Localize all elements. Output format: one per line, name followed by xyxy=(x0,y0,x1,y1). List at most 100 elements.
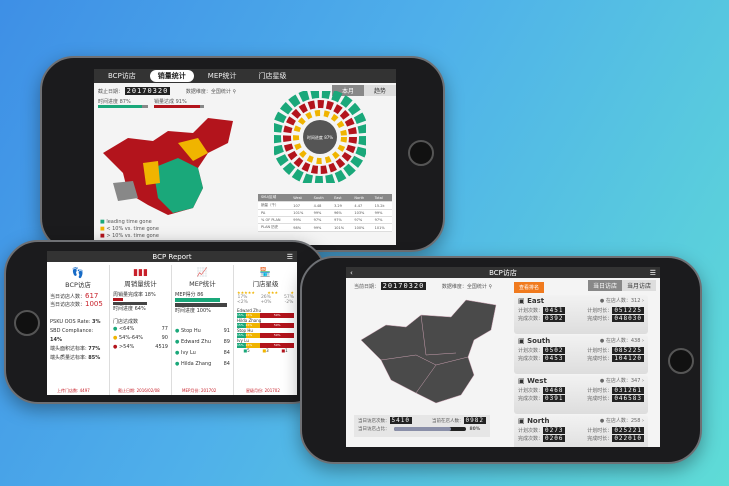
table-cell: 96% xyxy=(331,209,352,217)
sales-table: SKU/区域 West South East North Total 销量（千） 107 4.… xyxy=(258,194,392,232)
plan-visits: 0468 xyxy=(543,387,566,394)
back-icon[interactable]: ‹ xyxy=(350,268,353,277)
label: 计划次数： xyxy=(518,428,544,434)
plan-visits: 0451 xyxy=(543,307,566,314)
date-value[interactable]: 20170320 xyxy=(380,282,427,290)
person-icon: ● xyxy=(599,378,605,384)
phone-top: BCP访店 销量统计 MEP统计 门店星级 截止日期： 20170320 数据维… xyxy=(40,56,445,252)
china-visit-map[interactable] xyxy=(356,295,506,410)
tab-bcp[interactable]: BCP访店 xyxy=(108,72,136,80)
table-cell: 101% xyxy=(290,209,311,217)
kpi-value: 14% xyxy=(50,337,62,343)
region-card[interactable]: ▣ West ● 在店人数：347 › 计划次数： 0468 计划时长： 031261 … xyxy=(514,375,648,414)
footprint-icon: 👣 xyxy=(71,268,85,279)
date-row: 当前日期： 20170320 数据维度：全国统计 ⚲ xyxy=(354,282,492,290)
seg: 15% xyxy=(237,333,246,338)
radial-center-label: 时间进度 87% xyxy=(307,134,333,140)
search-icon[interactable]: ⚲ xyxy=(232,89,237,95)
store-icon: ▣ xyxy=(518,417,525,425)
menu-icon[interactable]: ☰ xyxy=(649,268,656,277)
sales-achieved-bar xyxy=(154,105,204,108)
bar-label: 时间进度 64% xyxy=(113,306,146,312)
mep-person-row[interactable]: ● Edward Zhu 89 xyxy=(175,337,230,348)
table-cell: 4.48 xyxy=(310,201,332,210)
home-button[interactable] xyxy=(408,140,434,166)
avatar-icon: ● xyxy=(175,361,180,367)
tab-sales[interactable]: 销量统计 xyxy=(149,70,194,82)
plan-visits: 0502 xyxy=(543,347,566,354)
star-person-row[interactable]: Edward Zhu 15% 26% 59% xyxy=(237,308,294,318)
toggle-month[interactable]: 本月 xyxy=(331,85,364,96)
chevron-right-icon[interactable]: › xyxy=(642,418,644,424)
region-card[interactable]: ▣ North ● 在店人数：258 › 计划次数： 0273 计划时长： 025221… xyxy=(514,415,648,447)
person-icon: ● xyxy=(599,418,605,424)
china-sales-map[interactable] xyxy=(98,113,248,223)
table-row: PLAN 历史 98% 99% 101% 100% 101% xyxy=(258,223,392,232)
dot-icon: ● xyxy=(113,326,118,332)
ranking-button[interactable]: 查看排名 xyxy=(514,282,545,293)
range: >54% xyxy=(118,344,135,350)
region-name: East xyxy=(527,297,545,305)
weekly-sales-column: ▮▮▮ 周销量统计 周销量完成率 18% 时间进度 64% 门店达成数 ● <6… xyxy=(110,265,172,395)
region-card[interactable]: ▣ East ● 在店人数：312 › 计划次数： 0451 计划时长： 051225 … xyxy=(514,295,648,334)
count: 90 xyxy=(161,335,168,341)
store-count-row: ● >54% 4519 xyxy=(113,343,168,352)
done-visits: 0453 xyxy=(543,355,566,362)
star-person-row[interactable]: Hilda Zhang 15% 26% 59% xyxy=(237,318,294,328)
star-person-row[interactable]: Stop Hu 15% 26% 59% xyxy=(237,328,294,338)
chevron-right-icon[interactable]: › xyxy=(642,378,644,384)
mep-person-row[interactable]: ● Ivy Lu 84 xyxy=(175,348,230,359)
tab-stars[interactable]: 门店星级 xyxy=(258,72,287,80)
table-cell: PA xyxy=(258,209,291,217)
visitors-value: 617 xyxy=(85,292,99,300)
table-cell: % OF PLAN xyxy=(258,216,291,224)
table-cell: 97% xyxy=(310,216,332,224)
star-stat: 17% <2% xyxy=(237,295,248,305)
home-button[interactable] xyxy=(668,348,694,374)
kpi-value: 77% xyxy=(88,346,101,352)
seg: 26% xyxy=(245,343,261,348)
chevron-right-icon[interactable]: › xyxy=(642,298,644,304)
star-person-row[interactable]: Ivy Lu 15% 26% 59% xyxy=(237,338,294,348)
th: SKU/区域 xyxy=(258,194,291,202)
menu-icon[interactable]: ☰ xyxy=(286,252,293,261)
legend-yellow: < 10% vs. time gone xyxy=(106,226,159,232)
toggle-day[interactable]: 当日访店 xyxy=(587,280,622,291)
report-header: BCP Report ☰ xyxy=(47,251,297,262)
home-button[interactable] xyxy=(14,310,40,336)
people-count: 在店人数：312 xyxy=(605,298,641,304)
toggle-month[interactable]: 当月访店 xyxy=(621,280,656,291)
star-pct: 26% xyxy=(260,295,271,300)
date-row: 截止日期： 20170320 数据维度：全国统计 ⚲ xyxy=(98,87,236,95)
dot-icon: ● xyxy=(113,344,118,350)
date-value[interactable]: 20170320 xyxy=(124,87,171,95)
dimension-label[interactable]: 数据维度：全国统计 xyxy=(441,284,487,290)
store-count-row: ● 54%-64% 90 xyxy=(113,334,168,343)
radial-chart[interactable]: 时间进度 87% xyxy=(274,91,366,183)
visits-value: 5410 xyxy=(389,417,412,424)
people-value: 0982 xyxy=(463,417,486,424)
dimension-label[interactable]: 数据维度：全国统计 xyxy=(185,89,231,95)
avatar-icon: ● xyxy=(175,328,180,334)
mep-person-row[interactable]: ● Hilda Zhang 84 xyxy=(175,359,230,370)
mep-person-row[interactable]: ● Stop Hu 91 xyxy=(175,326,230,337)
table-cell: 100% xyxy=(351,223,372,232)
region-card[interactable]: ▣ South ● 在店人数：438 › 计划次数： 0502 计划时长： 085225… xyxy=(514,335,648,374)
chevron-right-icon[interactable]: › xyxy=(642,338,644,344)
table-cell: 99% xyxy=(371,209,392,217)
sub-title: 门店达成数 xyxy=(113,319,139,325)
date-label: 截止日期： xyxy=(98,89,124,95)
seg: 26% xyxy=(245,333,261,338)
search-icon[interactable]: ⚲ xyxy=(488,284,493,290)
label: 计划次数： xyxy=(518,308,544,314)
th: West xyxy=(290,194,311,202)
plan-time: 031261 xyxy=(612,387,644,394)
star-change: +0% xyxy=(260,300,272,305)
toggle-trend[interactable]: 趋势 xyxy=(363,85,396,96)
tab-mep[interactable]: MEP统计 xyxy=(207,72,237,80)
label: 完成次数： xyxy=(518,316,544,322)
plan-time: 025221 xyxy=(612,427,644,434)
store-icon: ▣ xyxy=(518,377,525,385)
kpi-label: 端头质量达标率: xyxy=(50,355,87,361)
person-name: Edward Zhu xyxy=(180,339,211,345)
